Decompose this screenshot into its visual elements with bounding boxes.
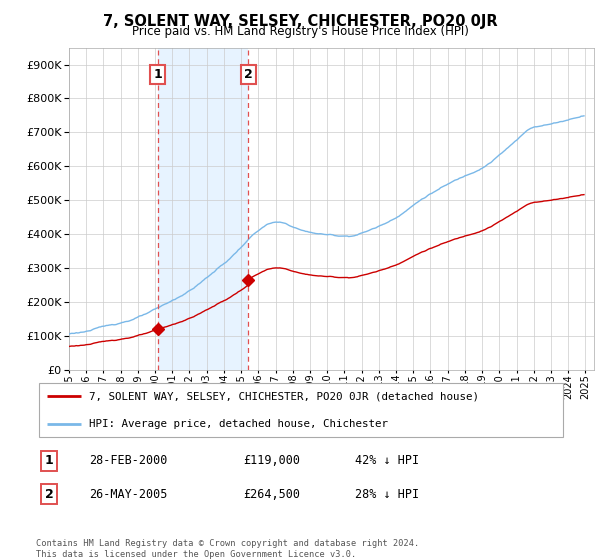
Text: Price paid vs. HM Land Registry's House Price Index (HPI): Price paid vs. HM Land Registry's House … bbox=[131, 25, 469, 38]
Text: £119,000: £119,000 bbox=[243, 454, 300, 467]
Text: £264,500: £264,500 bbox=[243, 488, 300, 501]
Text: 26-MAY-2005: 26-MAY-2005 bbox=[89, 488, 167, 501]
Text: 28-FEB-2000: 28-FEB-2000 bbox=[89, 454, 167, 467]
Text: 2: 2 bbox=[244, 68, 253, 81]
Text: Contains HM Land Registry data © Crown copyright and database right 2024.
This d: Contains HM Land Registry data © Crown c… bbox=[36, 539, 419, 559]
Text: 28% ↓ HPI: 28% ↓ HPI bbox=[355, 488, 419, 501]
Text: 42% ↓ HPI: 42% ↓ HPI bbox=[355, 454, 419, 467]
Text: 1: 1 bbox=[153, 68, 162, 81]
Text: 1: 1 bbox=[45, 454, 53, 467]
Text: HPI: Average price, detached house, Chichester: HPI: Average price, detached house, Chic… bbox=[89, 419, 388, 430]
FancyBboxPatch shape bbox=[38, 383, 563, 437]
Text: 2: 2 bbox=[45, 488, 53, 501]
Text: 7, SOLENT WAY, SELSEY, CHICHESTER, PO20 0JR (detached house): 7, SOLENT WAY, SELSEY, CHICHESTER, PO20 … bbox=[89, 391, 479, 401]
Bar bbox=[158, 48, 248, 370]
Text: 7, SOLENT WAY, SELSEY, CHICHESTER, PO20 0JR: 7, SOLENT WAY, SELSEY, CHICHESTER, PO20 … bbox=[103, 14, 497, 29]
